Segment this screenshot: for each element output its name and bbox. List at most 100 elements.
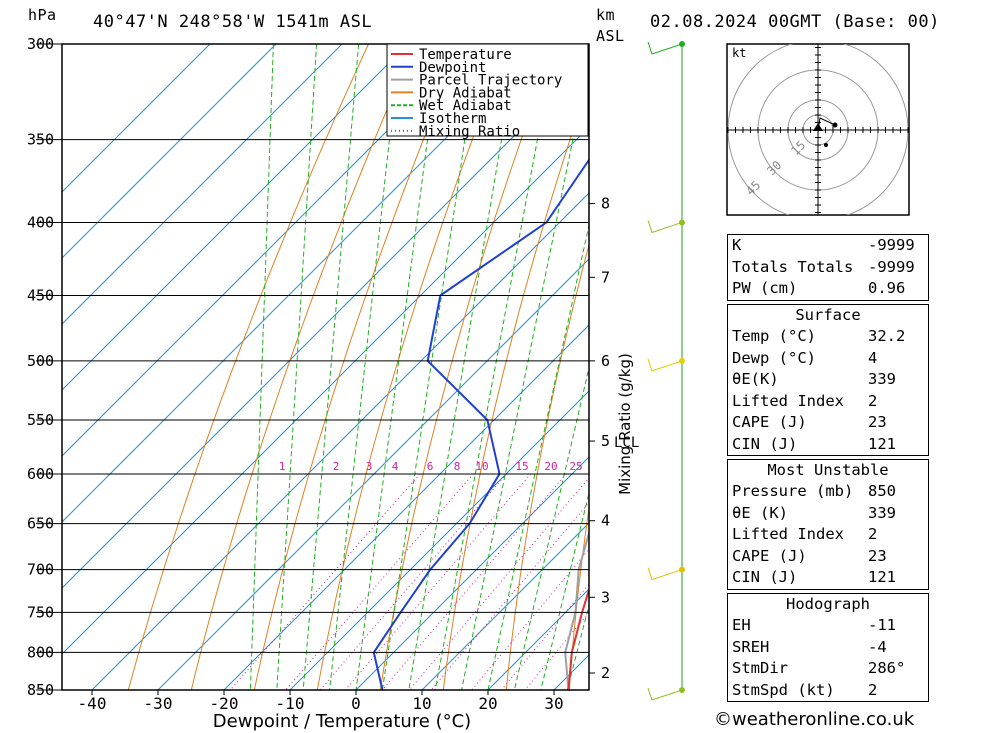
temperature-tick-label: -10	[276, 694, 305, 713]
temperature-tick-label: -40	[78, 694, 107, 713]
surface-li-value: 2	[868, 391, 878, 410]
mixing-ratio-label: 1	[279, 460, 286, 473]
indices-table: K -9999 Totals Totals -9999 PW (cm) 0.96	[727, 234, 929, 301]
isotherm-line	[62, 44, 541, 523]
isotherm-line	[355, 456, 589, 690]
km-tick-label: 4	[601, 512, 610, 530]
totals-label: Totals Totals	[732, 257, 854, 276]
pressure-tick-label: 550	[27, 411, 54, 429]
datetime-label: 02.08.2024 00GMT (Base: 00)	[650, 12, 940, 32]
wet-adiabat-line	[302, 44, 360, 690]
mixing-ratio-label: 25	[569, 460, 582, 473]
temperature-tick-label: 20	[478, 694, 497, 713]
wet-adiabat-line	[329, 44, 401, 690]
surface-dewp-label: Dewp (°C)	[732, 348, 816, 367]
wet-adiabat-line	[540, 491, 589, 690]
pw-label: PW (cm)	[732, 279, 798, 297]
surface-li-label: Lifted Index	[732, 391, 844, 410]
mu-li-value: 2	[868, 525, 878, 543]
dry-adiabat-line	[993, 44, 1000, 690]
stmspd-label: StmSpd (kt)	[732, 680, 835, 699]
temperature-tick-label: 10	[412, 694, 431, 713]
surface-cape-label: CAPE (J)	[732, 413, 807, 431]
surface-title: Surface	[795, 306, 861, 324]
dry-adiabat-line	[253, 44, 463, 690]
dry-adiabat-line	[127, 44, 369, 690]
most-unstable-title: Most Unstable	[767, 461, 889, 479]
wind-barb	[647, 41, 683, 55]
temperature-tick-label: 0	[351, 694, 361, 713]
wet-adiabat-line	[276, 44, 318, 690]
wet-adiabat-line	[461, 56, 589, 690]
mu-cape-value: 23	[868, 546, 887, 565]
legend-label: Mixing Ratio	[419, 124, 520, 140]
mixing-ratio-line	[229, 473, 421, 690]
mixing-ratio-line	[524, 611, 589, 690]
dry-adiabat-line	[568, 504, 589, 690]
wind-barb	[647, 358, 683, 372]
isotherm-line	[62, 44, 409, 391]
eh-value: -11	[868, 616, 896, 634]
dry-adiabat-line	[936, 44, 976, 690]
wet-adiabat-line	[566, 603, 589, 690]
pressure-tick-label: 600	[27, 465, 54, 483]
pressure-tick-label: 450	[27, 287, 54, 305]
pressure-tick-label: 700	[27, 561, 54, 579]
dry-adiabat-line	[442, 81, 589, 690]
most-unstable-table: Most Unstable Pressure (mb) 850 θE (K) 339…	[727, 459, 929, 590]
x-axis-title: Dewpoint / Temperature (°C)	[213, 711, 471, 732]
stmspd-value: 2	[868, 680, 878, 699]
k-label: K	[732, 236, 742, 254]
temperature-tick-label: 30	[544, 694, 563, 713]
isotherm-line	[91, 192, 589, 690]
k-value: -9999	[868, 236, 915, 254]
legend-label: Isotherm	[419, 111, 486, 127]
storm-motion-point	[824, 143, 828, 147]
surface-temp-value: 32.2	[868, 327, 906, 345]
dewpoint-line	[372, 158, 589, 690]
km-tick-label: 6	[601, 352, 610, 370]
temperature-tick-label: -30	[144, 694, 173, 713]
eh-label: EH	[732, 616, 751, 634]
isotherm-line	[62, 44, 475, 457]
y-axis-title: Mixing Ratio (g/kg)	[616, 353, 634, 495]
pressure-tick-label: 350	[27, 131, 54, 149]
wind-barb	[647, 687, 683, 701]
wind-barb	[647, 567, 683, 581]
temperature-tick-label: -20	[210, 694, 239, 713]
credit-label: ©weatheronline.co.uk	[714, 709, 915, 730]
pressure-tick-label: 750	[27, 603, 54, 621]
location-label: 40°47'N 248°58'W 1541m ASL	[93, 12, 373, 32]
legend-box	[386, 43, 589, 137]
pressure-tick-label: 400	[27, 213, 54, 231]
wind-barb	[647, 220, 683, 234]
pressure-tick-label: 850	[27, 681, 54, 699]
mixing-ratio-label: 15	[515, 460, 528, 473]
km-tick-label: 3	[601, 588, 610, 606]
surface-dewp-value: 4	[868, 348, 878, 367]
legend-label: Dewpoint	[419, 60, 486, 76]
sreh-value: -4	[868, 637, 887, 656]
isotherm-line	[223, 324, 589, 690]
plot-area	[62, 44, 1000, 690]
lcl-label: LCL	[614, 435, 639, 451]
mu-cin-label: CIN (J)	[732, 568, 798, 586]
surface-thetae-value: 339	[868, 370, 896, 388]
km-tick-label: 2	[601, 664, 610, 682]
mu-pressure-value: 850	[868, 482, 896, 500]
surface-cin-value: 121	[868, 434, 896, 453]
mixing-ratio-line	[319, 473, 507, 690]
surface-cin-label: CIN (J)	[732, 434, 798, 453]
isotherm-line	[62, 44, 277, 259]
mixing-ratio-line	[344, 473, 532, 690]
mixing-ratio-label: 4	[392, 460, 399, 473]
wet-adiabat-line	[249, 44, 274, 690]
legend-label: Wet Adiabat	[419, 98, 512, 114]
stmdir-value: 286°	[868, 659, 906, 677]
legend-label: Dry Adiabat	[419, 85, 512, 101]
mu-cin-value: 121	[868, 568, 896, 586]
dry-adiabat-line	[505, 242, 589, 690]
km-tick-label: 7	[601, 268, 610, 286]
